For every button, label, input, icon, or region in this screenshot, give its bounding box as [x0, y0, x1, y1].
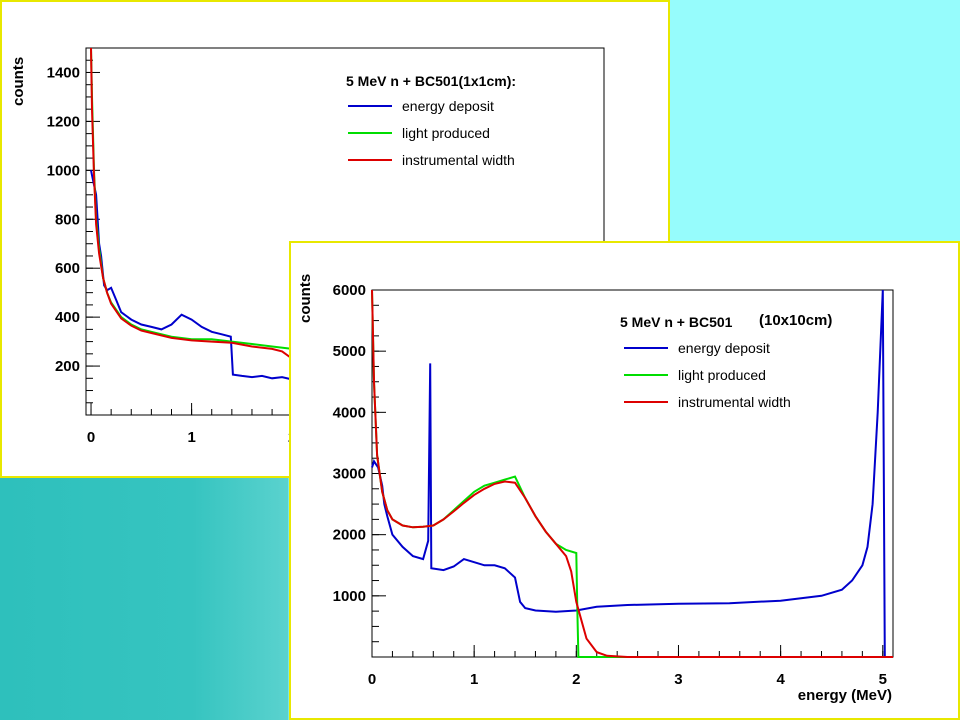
x-tick-label: 5 — [879, 671, 887, 688]
x-tick-label: 1 — [187, 429, 195, 446]
y-tick-label: 2000 — [333, 527, 366, 544]
chart-svg-10x10cm: 0 1 2 3 4 5 1000 2000 3000 4000 5000 6000 counts en… — [297, 274, 894, 704]
y-tick-label: 1200 — [47, 113, 80, 130]
y-tick-label: 4000 — [333, 404, 366, 421]
plot-frame — [371, 289, 894, 658]
y-tick-label: 5000 — [333, 343, 366, 360]
series-line-light-produced — [371, 289, 893, 658]
y-tick-label: 3000 — [333, 466, 366, 483]
x-tick-label: 4 — [776, 671, 785, 688]
legend-label: energy deposit — [402, 98, 494, 114]
detector-size-note: (10x10cm) — [759, 312, 832, 329]
x-tick-label: 2 — [572, 671, 580, 688]
y-tick-label: 6000 — [333, 282, 366, 299]
x-tick-label: 0 — [368, 671, 376, 688]
series-line-energy-deposit — [371, 289, 886, 658]
legend-label: energy deposit — [678, 340, 770, 356]
x-tick-label: 0 — [87, 429, 95, 446]
y-tick-label: 200 — [55, 358, 80, 375]
x-tick-label: 3 — [674, 671, 682, 688]
series-line-instrumental-width — [371, 289, 893, 658]
series-line-instrumental-width — [90, 47, 299, 379]
legend-label: light produced — [678, 367, 766, 383]
y-tick-label: 600 — [55, 260, 80, 277]
y-axis-title: counts — [297, 274, 314, 323]
series-line-light-produced — [90, 47, 297, 416]
legend-label: light produced — [402, 125, 490, 141]
x-axis-title: energy (MeV) — [798, 687, 892, 704]
y-tick-label: 1000 — [333, 588, 366, 605]
legend-title: 5 MeV n + BC501 — [620, 314, 733, 330]
y-axis-title: counts — [10, 57, 27, 106]
legend-label: instrumental width — [678, 394, 791, 410]
y-tick-label: 800 — [55, 211, 80, 228]
legend-label: instrumental width — [402, 152, 515, 168]
legend-title: 5 MeV n + BC501(1x1cm): — [346, 73, 516, 89]
y-tick-label: 400 — [55, 309, 80, 326]
x-tick-label: 1 — [470, 671, 478, 688]
y-tick-label: 1000 — [47, 162, 80, 179]
y-tick-label: 1400 — [47, 64, 80, 81]
chart-panel-10x10cm: 0 1 2 3 4 5 1000 2000 3000 4000 5000 6000 counts en… — [289, 241, 960, 720]
